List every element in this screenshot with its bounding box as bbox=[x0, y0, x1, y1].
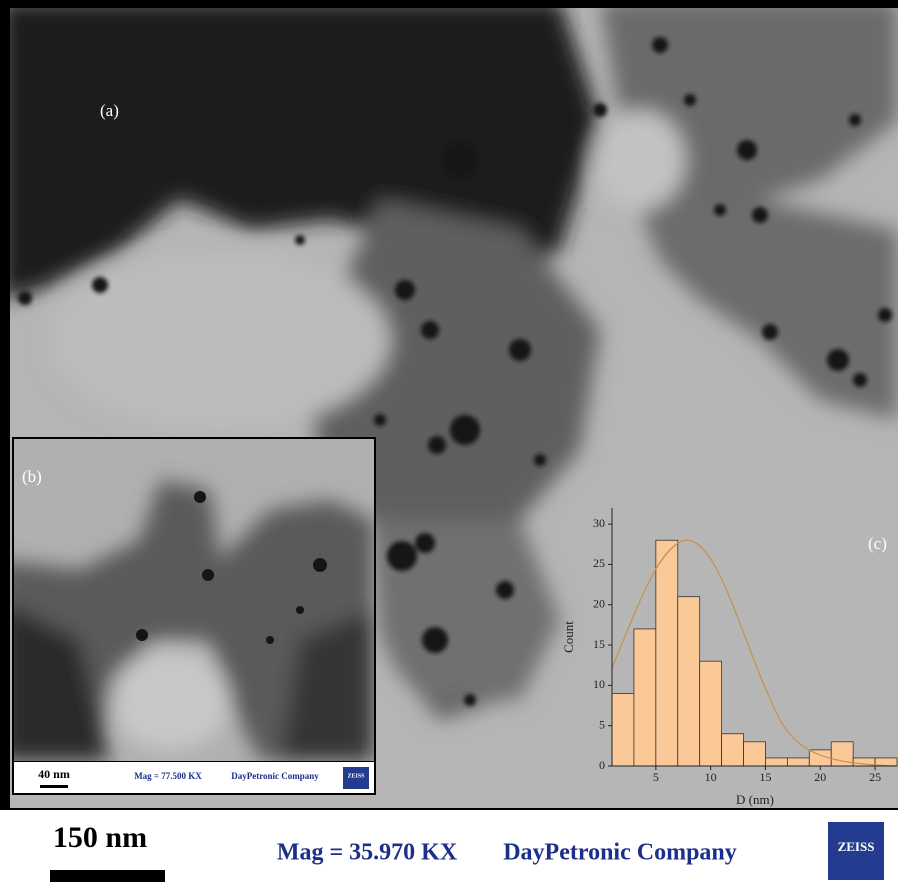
y-tick-label: 30 bbox=[593, 516, 605, 530]
x-tick-label: 10 bbox=[705, 770, 717, 784]
x-tick-label: 5 bbox=[653, 770, 659, 784]
y-tick-label: 15 bbox=[593, 637, 605, 651]
bar bbox=[678, 597, 700, 766]
figure: (a) (b) 40 nm Mag = 77.500 KX DayPetroni… bbox=[0, 0, 898, 891]
logo: ZEISS bbox=[347, 773, 365, 779]
magnification: Mag = 35.970 KX bbox=[277, 840, 458, 866]
bar bbox=[722, 734, 744, 766]
bar bbox=[634, 629, 656, 766]
y-tick-label: 25 bbox=[593, 556, 605, 570]
y-axis-label: Count bbox=[561, 621, 576, 653]
bar bbox=[612, 693, 634, 766]
y-tick-label: 5 bbox=[599, 717, 605, 731]
company: DayPetronic Company bbox=[503, 840, 737, 866]
y-tick-label: 10 bbox=[593, 677, 605, 691]
scale-bar bbox=[50, 870, 165, 882]
panel-label: (a) bbox=[100, 101, 119, 120]
bar bbox=[787, 758, 809, 766]
x-tick-label: 25 bbox=[869, 770, 881, 784]
scale-label: 150 nm bbox=[53, 821, 147, 854]
y-tick-label: 20 bbox=[593, 597, 605, 611]
y-tick-label: 0 bbox=[599, 758, 605, 772]
x-tick-label: 15 bbox=[759, 770, 771, 784]
x-axis-label: D (nm) bbox=[736, 792, 774, 807]
bar bbox=[656, 540, 678, 766]
panel-label: (c) bbox=[868, 534, 887, 553]
x-tick-label: 20 bbox=[814, 770, 826, 784]
magnification: Mag = 77.500 KX bbox=[134, 771, 202, 781]
scale-label: 40 nm bbox=[38, 767, 70, 781]
panel-label: (b) bbox=[22, 467, 42, 486]
bar bbox=[765, 758, 787, 766]
inset-b bbox=[0, 437, 376, 795]
histogram-c: 0 5 10 15 20 25 30 5 10 15 20 25 D (nm) Count bbox=[561, 505, 898, 808]
logo: ZEISS bbox=[838, 839, 875, 854]
bar bbox=[744, 742, 766, 766]
bar bbox=[700, 661, 722, 766]
company: DayPetronic Company bbox=[231, 771, 319, 781]
